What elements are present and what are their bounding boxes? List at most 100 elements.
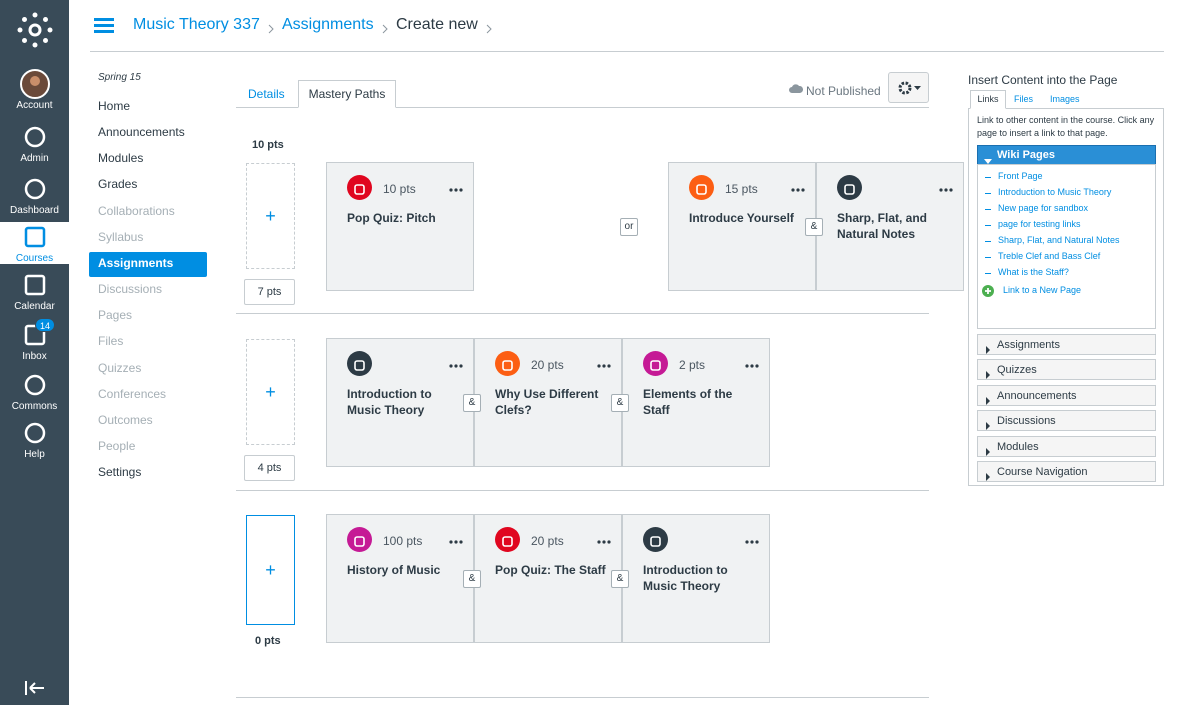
item-points[interactable]: 2 pts — [679, 358, 706, 372]
course-nav-item[interactable]: Pages — [98, 308, 133, 323]
item-title[interactable]: Introduction to Music Theory — [347, 387, 432, 417]
new-page-link[interactable]: Link to a New Page — [1003, 285, 1082, 295]
item-title[interactable]: Pop Quiz: Pitch — [347, 211, 436, 225]
settings-button[interactable] — [888, 72, 929, 103]
item-icon[interactable] — [495, 351, 520, 376]
add-button[interactable]: + — [246, 515, 295, 625]
item-title[interactable]: Pop Quiz: The Staff — [495, 563, 606, 577]
course-nav-item[interactable]: Quizzes — [98, 360, 142, 375]
dash — [985, 225, 991, 226]
item-icon[interactable] — [347, 175, 372, 200]
item-title[interactable]: Elements of the Staff — [643, 387, 733, 417]
item-title[interactable]: Sharp, Flat, and Natural Notes — [837, 211, 928, 241]
score-button[interactable]: 4 pts — [244, 455, 295, 481]
page-link-item[interactable]: Front Page — [998, 171, 1043, 181]
section-item[interactable]: Announcements — [977, 384, 1156, 406]
plus-icon — [982, 284, 994, 302]
add-button[interactable]: + — [246, 339, 295, 445]
and-separator: & — [805, 218, 823, 236]
assignment-card: 20 pts Why Use Different Clefs? — [474, 338, 622, 467]
course-nav-item[interactable]: Outcomes — [98, 412, 153, 427]
item-menu — [791, 179, 805, 197]
icon-glyph — [354, 358, 365, 376]
icon-glyph — [650, 358, 661, 376]
section-item[interactable]: Course Navigation — [977, 461, 1156, 482]
item-icon[interactable] — [347, 351, 372, 376]
item-icon[interactable] — [689, 175, 714, 200]
item-title[interactable]: History of Music — [347, 563, 441, 577]
sidebar-description: Link to other content in the course. Cli… — [977, 115, 1155, 138]
global-nav-item[interactable]: Account — [0, 67, 69, 111]
item-points[interactable]: 15 pts — [725, 182, 758, 196]
item-menu — [939, 179, 953, 197]
section-header-label: Wiki Pages — [997, 149, 1055, 161]
global-nav-item[interactable]: Help — [0, 418, 69, 460]
section-item[interactable]: Assignments — [977, 334, 1156, 355]
caret — [986, 366, 991, 384]
sidebar-tab[interactable]: Images — [1050, 94, 1080, 104]
icon-glyph — [354, 534, 365, 552]
breadcrumb-link[interactable]: Music Theory 337 — [133, 16, 260, 33]
item-title[interactable]: Introduce Yourself — [689, 211, 794, 225]
course-nav-item[interactable]: Files — [98, 334, 124, 349]
section-label: Discussions — [997, 415, 1056, 428]
hamburger[interactable] — [94, 18, 114, 33]
item-icon[interactable] — [643, 527, 668, 552]
course-nav-item[interactable]: Home — [98, 99, 131, 113]
item-points[interactable]: 20 pts — [531, 534, 564, 548]
nav-icon — [23, 225, 47, 254]
item-icon[interactable] — [643, 351, 668, 376]
avatar — [20, 69, 50, 104]
course-nav-item[interactable]: Collaborations — [98, 203, 175, 218]
status: Not Published — [806, 84, 881, 98]
add-button[interactable]: + — [246, 163, 295, 269]
course-nav-item[interactable]: People — [98, 438, 136, 453]
section-item[interactable]: Modules — [977, 435, 1156, 457]
breadcrumb-link[interactable]: Assignments — [282, 16, 374, 33]
course-nav-item[interactable]: Modules — [98, 151, 144, 166]
course-nav-item[interactable]: Discussions — [98, 282, 163, 297]
item-icon[interactable] — [837, 175, 862, 200]
caret — [984, 152, 992, 170]
item-icon[interactable] — [495, 527, 520, 552]
item-icon[interactable] — [347, 527, 372, 552]
global-nav-item[interactable]: Commons — [0, 370, 69, 412]
course-nav-item[interactable]: Settings — [98, 465, 142, 480]
item-points[interactable]: 100 pts — [383, 534, 423, 548]
page-link-item[interactable]: Treble Clef and Bass Clef — [998, 251, 1101, 261]
section-item[interactable]: Quizzes — [977, 359, 1156, 381]
item-title[interactable]: Introduction to Music Theory — [643, 563, 728, 593]
score-button[interactable]: 7 pts — [244, 279, 295, 305]
item-points[interactable]: 20 pts — [531, 358, 564, 372]
item-menu — [597, 531, 611, 549]
assignment-card: 15 pts Introduce Yourself — [668, 162, 816, 291]
course-nav-item[interactable]: Assignments — [98, 255, 174, 270]
mastery-tab[interactable]: Mastery Paths — [298, 80, 396, 108]
page-link-item[interactable]: Sharp, Flat, and Natural Notes — [998, 235, 1120, 245]
details-tab[interactable]: Details — [248, 87, 285, 101]
page-link-item[interactable]: page for testing links — [998, 219, 1081, 229]
global-nav-item[interactable]: Courses — [0, 222, 69, 264]
global-nav-item[interactable]: Calendar — [0, 270, 69, 312]
logo — [17, 12, 53, 48]
course-nav-item[interactable]: Grades — [98, 177, 138, 192]
row-rule — [236, 697, 929, 698]
course-nav-item[interactable]: Syllabus — [98, 229, 144, 244]
page-link-item[interactable]: New page for sandbox — [998, 203, 1089, 213]
item-menu — [745, 355, 759, 373]
global-nav-item[interactable]: Admin — [0, 122, 69, 164]
section-item[interactable]: Discussions — [977, 410, 1156, 432]
assignment-card: Sharp, Flat, and Natural Notes — [816, 162, 964, 291]
sidebar-tab[interactable]: Files — [1014, 94, 1034, 104]
nav-label: Inbox — [22, 351, 47, 362]
global-nav-item[interactable]: Inbox 14 — [0, 318, 69, 362]
page-link-item[interactable]: Introduction to Music Theory — [998, 187, 1112, 197]
course-nav-item[interactable]: Announcements — [98, 125, 185, 140]
collapse-nav[interactable] — [24, 680, 46, 696]
global-nav-item[interactable]: Dashboard — [0, 174, 69, 216]
sidebar-tab[interactable]: Links — [970, 90, 1006, 109]
page-link-item[interactable]: What is the Staff? — [998, 267, 1069, 277]
course-nav-item[interactable]: Conferences — [98, 386, 167, 401]
item-title[interactable]: Why Use Different Clefs? — [495, 387, 599, 417]
item-points[interactable]: 10 pts — [383, 182, 416, 196]
